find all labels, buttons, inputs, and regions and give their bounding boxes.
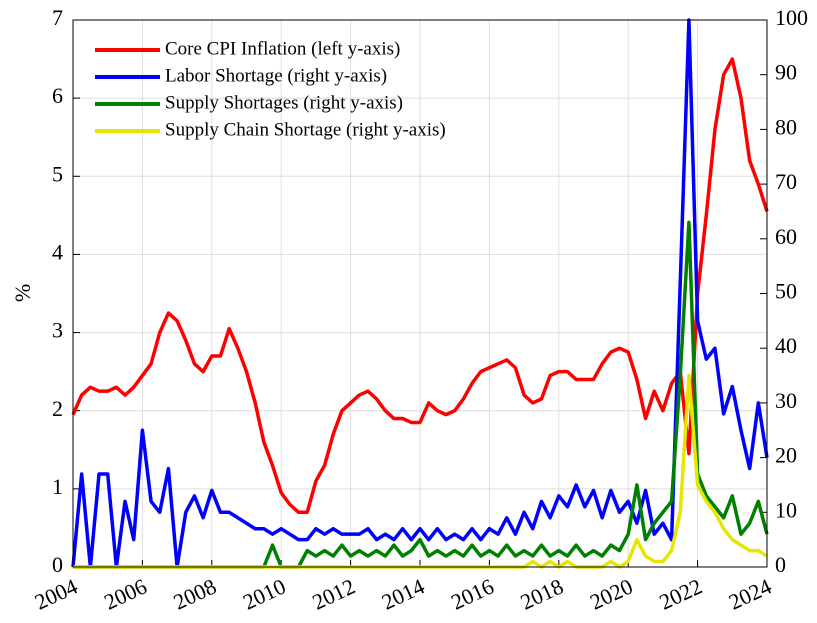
y2-tick-label: 70	[775, 169, 797, 194]
legend-label: Supply Shortages (right y-axis)	[165, 92, 403, 113]
series-line	[71, 57, 769, 515]
legend-label: Supply Chain Shortage (right y-axis)	[165, 119, 446, 140]
y2-tick-label: 0	[775, 552, 786, 577]
x-tick-label: 2018	[517, 573, 567, 614]
x-tick-label: 2006	[100, 573, 150, 614]
y2-tick-label: 30	[775, 388, 797, 413]
x-tick-label: 2010	[239, 573, 289, 614]
x-tick-label: 2020	[586, 573, 636, 614]
y2-tick-label: 20	[775, 443, 797, 468]
y-axis-label: %	[10, 284, 35, 302]
y2-tick-label: 100	[775, 5, 808, 30]
x-tick-label: 2016	[447, 573, 497, 614]
y2-tick-label: 80	[775, 114, 797, 139]
x-tick-label: 2008	[170, 573, 220, 614]
y-tick-label: 1	[52, 474, 63, 499]
y-tick-label: 7	[52, 5, 63, 30]
series-line	[71, 18, 769, 569]
y2-tick-label: 60	[775, 224, 797, 249]
legend-label: Labor Shortage (right y-axis)	[165, 65, 387, 86]
x-tick-label: 2022	[655, 573, 705, 614]
y2-tick-label: 50	[775, 279, 797, 304]
plot-frame	[72, 19, 768, 568]
legend-label: Core CPI Inflation (left y-axis)	[165, 38, 400, 59]
y2-tick-label: 40	[775, 333, 797, 358]
y-tick-label: 0	[52, 552, 63, 577]
x-tick-label: 2014	[378, 573, 428, 614]
y-tick-label: 4	[52, 239, 63, 264]
y-tick-label: 5	[52, 161, 63, 186]
y-tick-label: 3	[52, 318, 63, 343]
y2-tick-label: 10	[775, 497, 797, 522]
x-tick-label: 2004	[31, 573, 81, 614]
y-tick-label: 6	[52, 83, 63, 108]
x-tick-label: 2024	[725, 573, 775, 614]
y-tick-label: 2	[52, 396, 63, 421]
y2-tick-label: 90	[775, 60, 797, 85]
x-tick-label: 2012	[308, 573, 358, 614]
